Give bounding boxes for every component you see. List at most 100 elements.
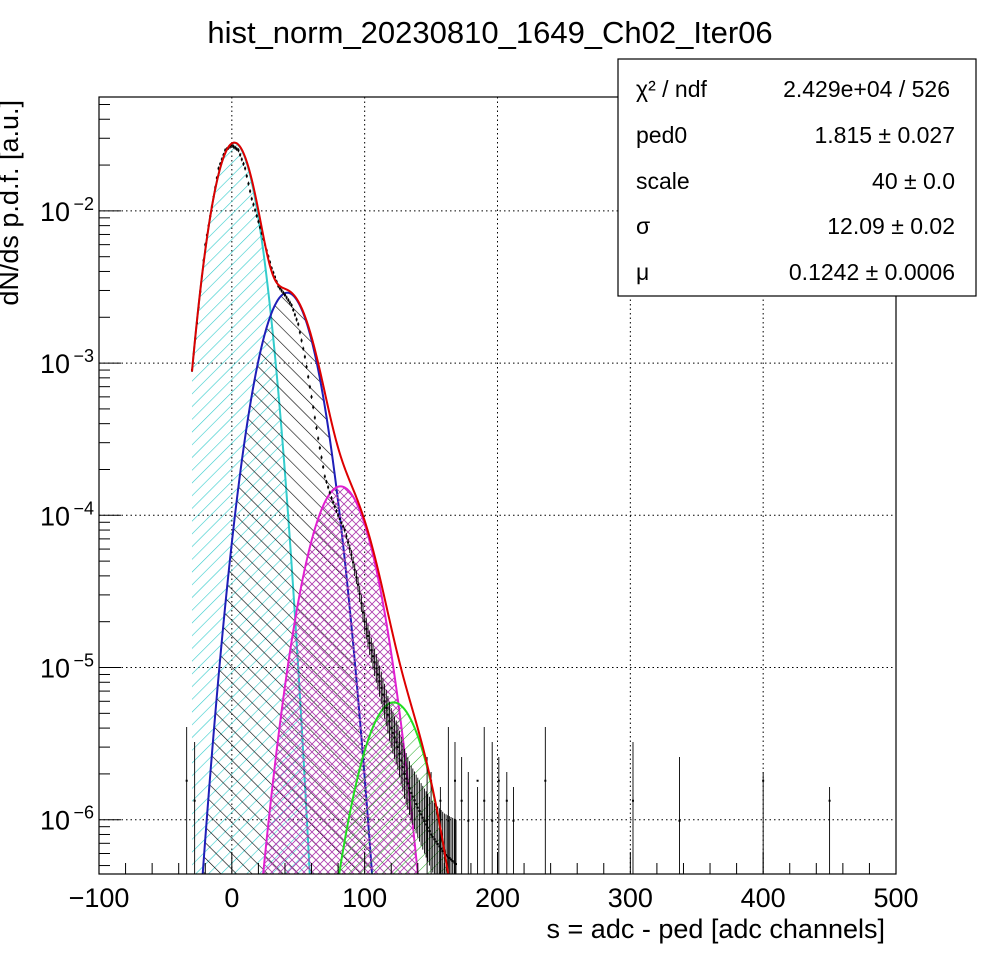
- histogram-point: [406, 782, 409, 785]
- x-tick-label: 200: [475, 883, 520, 913]
- histogram-point: [232, 145, 235, 148]
- sparse-point: [483, 799, 486, 802]
- x-tick-label: 400: [741, 883, 786, 913]
- histogram-point: [454, 863, 457, 866]
- y-tick-label: 10: [40, 654, 70, 684]
- histogram-point: [244, 167, 247, 170]
- total-fit-layer: [190, 141, 450, 874]
- sparse-point: [544, 779, 547, 782]
- y-tick-exponent: −3: [73, 346, 94, 366]
- sparse-point: [453, 779, 456, 782]
- histogram-point: [423, 820, 426, 823]
- histogram-point: [237, 149, 240, 152]
- histogram-point: [411, 795, 414, 798]
- y-axis-label: dN/ds p.d.f. [a.u.]: [0, 100, 24, 306]
- histogram-point: [317, 437, 320, 440]
- histogram-point: [307, 375, 310, 378]
- histogram-point: [224, 149, 227, 152]
- histogram-point: [363, 620, 366, 623]
- histogram-point: [250, 197, 253, 200]
- histogram-point: [405, 777, 408, 780]
- histogram-point: [371, 655, 374, 658]
- histogram-point: [328, 491, 331, 494]
- stats-row-label: σ: [636, 213, 650, 239]
- stats-row-value: 1.815 ± 0.027: [814, 122, 955, 148]
- stats-row-label: χ² / ndf: [636, 76, 707, 102]
- histogram-point: [426, 826, 429, 829]
- histogram-point: [352, 561, 355, 564]
- histogram-point: [451, 860, 454, 863]
- histogram-point: [450, 858, 453, 861]
- y-tick-exponent: −5: [73, 651, 94, 671]
- histogram-point: [295, 318, 298, 321]
- histogram-point: [413, 799, 416, 802]
- histogram-point: [391, 731, 394, 734]
- stats-row-value: 0.1242 ± 0.0006: [789, 259, 955, 285]
- histogram-point: [318, 446, 321, 449]
- histogram-point: [375, 667, 378, 670]
- histogram-point: [338, 517, 341, 520]
- histogram-point: [393, 736, 396, 739]
- histogram-point: [368, 642, 371, 645]
- x-tick-label: 100: [342, 883, 387, 913]
- sparse-point: [512, 819, 515, 822]
- sparse-point: [460, 799, 463, 802]
- total-fit-curve: [190, 141, 450, 874]
- histogram-point: [428, 830, 431, 833]
- histogram-point: [300, 339, 303, 342]
- histogram-point: [310, 395, 313, 398]
- histogram-point: [297, 323, 300, 326]
- component-curve: [262, 485, 419, 874]
- sparse-point: [476, 779, 479, 782]
- histogram-point: [376, 673, 379, 676]
- sparse-point: [439, 799, 442, 802]
- histogram-point: [255, 214, 258, 217]
- x-axis-label: s = adc - ped [adc channels]: [547, 914, 885, 944]
- histogram-point: [395, 741, 398, 744]
- histogram-point: [335, 509, 338, 512]
- histogram-point: [416, 806, 419, 809]
- histogram-point: [249, 190, 252, 193]
- histogram-point: [358, 592, 361, 595]
- histogram-point: [440, 847, 443, 850]
- stats-row-label: ped0: [636, 122, 687, 148]
- histogram-point: [360, 602, 363, 605]
- histogram-point: [373, 661, 376, 664]
- x-tick-label: 0: [224, 883, 239, 913]
- histogram-point: [340, 521, 343, 524]
- histogram-point: [345, 535, 348, 538]
- histogram-point: [408, 787, 411, 790]
- histogram-point: [355, 576, 358, 579]
- histogram-point: [272, 271, 275, 274]
- x-tick-label: 300: [608, 883, 653, 913]
- histogram-point: [357, 583, 360, 586]
- histogram-point: [453, 861, 456, 864]
- histogram-point: [247, 182, 250, 185]
- histogram-point: [370, 649, 373, 652]
- histogram-point: [285, 296, 288, 299]
- histogram-point: [280, 289, 283, 292]
- histogram-point: [398, 752, 401, 755]
- histogram-point: [323, 475, 326, 478]
- histogram-points: [185, 143, 831, 874]
- histogram-point: [245, 175, 248, 178]
- histogram-point: [308, 385, 311, 388]
- histogram-point: [388, 720, 391, 723]
- stats-box-frame: [617, 58, 977, 297]
- histogram-point: [242, 162, 245, 165]
- histogram-point: [257, 220, 260, 223]
- histogram-point: [313, 416, 316, 419]
- histogram-point: [390, 727, 393, 730]
- stats-row-label: scale: [636, 168, 690, 194]
- histogram-point: [239, 153, 242, 156]
- sparse-point: [491, 819, 494, 822]
- stats-box: χ² / ndf 2.429e+04 / 526 ped0 1.815 ± 0.…: [617, 58, 977, 297]
- histogram-point: [446, 855, 449, 858]
- histogram-point: [378, 680, 381, 683]
- histogram-point: [330, 496, 333, 499]
- histogram-point: [260, 232, 263, 235]
- histogram-point: [277, 285, 280, 288]
- sparse-point: [447, 819, 450, 822]
- histogram-point: [288, 301, 291, 304]
